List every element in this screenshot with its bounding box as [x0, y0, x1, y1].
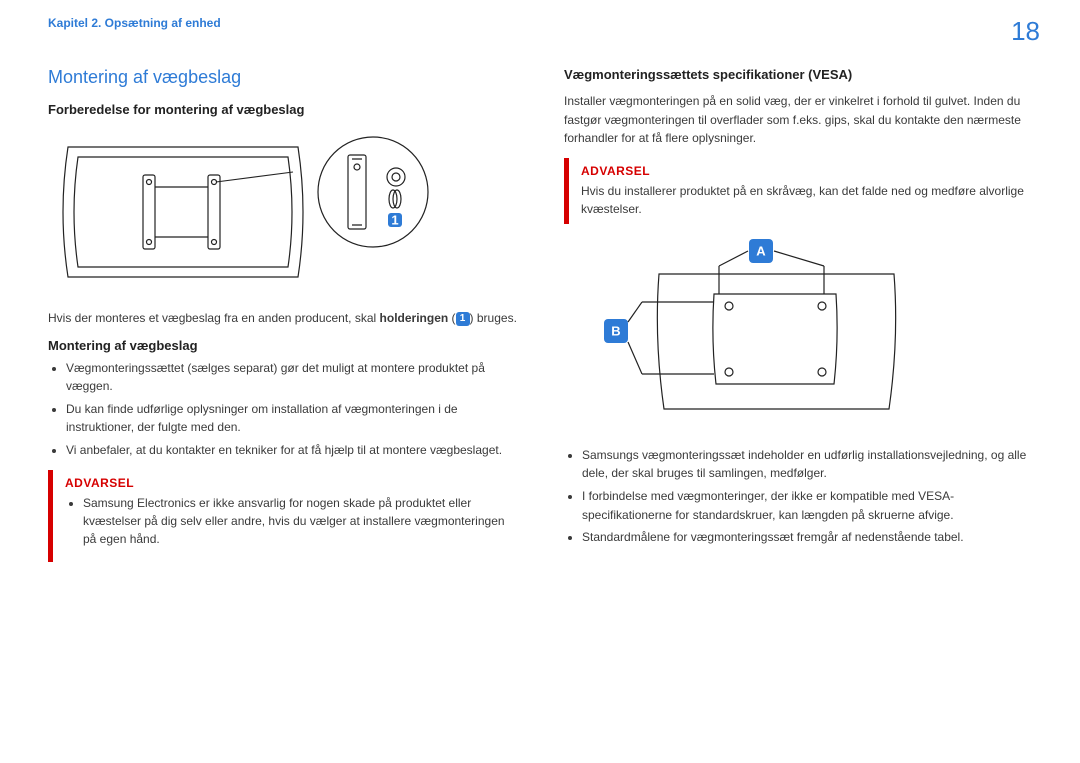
- section-title: Montering af vægbeslag: [48, 67, 524, 88]
- right-column: Vægmonteringssættets specifikationer (VE…: [564, 67, 1040, 572]
- content-columns: Montering af vægbeslag Forberedelse for …: [48, 67, 1040, 572]
- warning-box-left: ADVARSEL Samsung Electronics er ikke ans…: [48, 470, 524, 562]
- list-item: Vi anbefaler, at du kontakter en teknike…: [66, 441, 524, 460]
- warning-title: ADVARSEL: [581, 164, 1030, 178]
- warning-bullet: Samsung Electronics er ikke ansvarlig fo…: [83, 494, 514, 548]
- wall-bracket-figure: 1: [48, 127, 524, 297]
- prep-heading: Forberedelse for montering af vægbeslag: [48, 102, 524, 117]
- page-header: Kapitel 2. Opsætning af enhed 18: [48, 16, 1040, 47]
- warning-box-right: ADVARSEL Hvis du installerer produktet p…: [564, 158, 1040, 224]
- list-item: Standardmålene for vægmonteringssæt frem…: [582, 528, 1040, 547]
- vesa-intro: Installer vægmonteringen på en solid væg…: [564, 92, 1040, 148]
- list-item: I forbindelse med vægmonteringer, der ik…: [582, 487, 1040, 524]
- vesa-label-a: A: [756, 243, 766, 258]
- list-item: Samsungs vægmonteringssæt indeholder en …: [582, 446, 1040, 483]
- holder-ring-caption: Hvis der monteres et vægbeslag fra en an…: [48, 309, 524, 328]
- badge-1-label: 1: [391, 213, 398, 228]
- inline-badge-1: 1: [456, 312, 470, 326]
- warning-text: Hvis du installerer produktet på en skrå…: [581, 182, 1030, 218]
- list-item: Du kan finde udførlige oplysninger om in…: [66, 400, 524, 437]
- page-number: 18: [1011, 16, 1040, 47]
- mounting-bullets: Vægmonteringssættet (sælges separat) gør…: [48, 359, 524, 460]
- vesa-bullets: Samsungs vægmonteringssæt indeholder en …: [564, 446, 1040, 547]
- vesa-figure: A B: [564, 234, 1040, 434]
- list-item: Vægmonteringssættet (sælges separat) gør…: [66, 359, 524, 396]
- warning-title: ADVARSEL: [65, 476, 514, 490]
- vesa-label-b: B: [611, 323, 620, 338]
- chapter-label: Kapitel 2. Opsætning af enhed: [48, 16, 221, 30]
- left-column: Montering af vægbeslag Forberedelse for …: [48, 67, 524, 572]
- document-page: Kapitel 2. Opsætning af enhed 18 Monteri…: [0, 0, 1080, 592]
- mounting-heading: Montering af vægbeslag: [48, 338, 524, 353]
- vesa-heading: Vægmonteringssættets specifikationer (VE…: [564, 67, 1040, 82]
